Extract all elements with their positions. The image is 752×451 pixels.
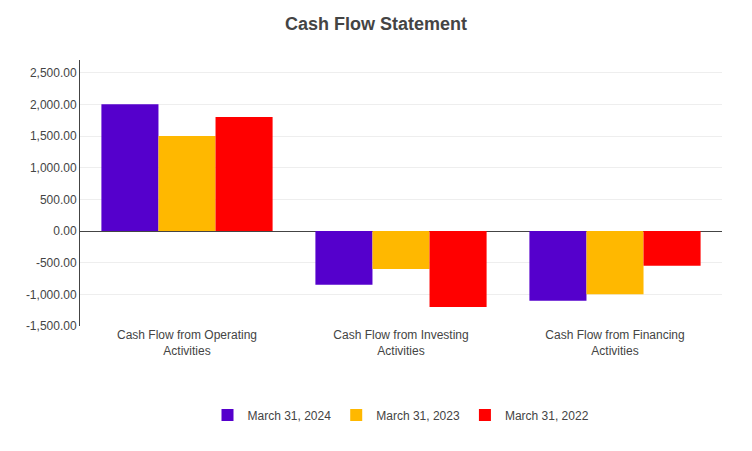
svg-text:Cash Flow Statement: Cash Flow Statement [285,14,467,34]
svg-text:-500.00: -500.00 [36,256,77,270]
svg-text:-1,000.00: -1,000.00 [26,288,77,302]
svg-text:0.00: 0.00 [53,224,77,238]
svg-text:Cash Flow from OperatingActivi: Cash Flow from OperatingActivities [117,328,257,358]
svg-text:March 31, 2023: March 31, 2023 [376,409,460,423]
svg-text:500.00: 500.00 [40,193,77,207]
svg-text:-1,500.00: -1,500.00 [26,319,77,333]
svg-text:March 31, 2022: March 31, 2022 [505,409,589,423]
svg-text:Cash Flow from FinancingActivi: Cash Flow from FinancingActivities [545,328,684,358]
svg-text:Cash Flow from InvestingActivi: Cash Flow from InvestingActivities [333,328,468,358]
svg-text:1,500.00: 1,500.00 [30,129,77,143]
svg-text:1,000.00: 1,000.00 [30,161,77,175]
svg-text:2,500.00: 2,500.00 [30,66,77,80]
svg-text:March 31, 2024: March 31, 2024 [248,409,332,423]
svg-text:2,000.00: 2,000.00 [30,98,77,112]
